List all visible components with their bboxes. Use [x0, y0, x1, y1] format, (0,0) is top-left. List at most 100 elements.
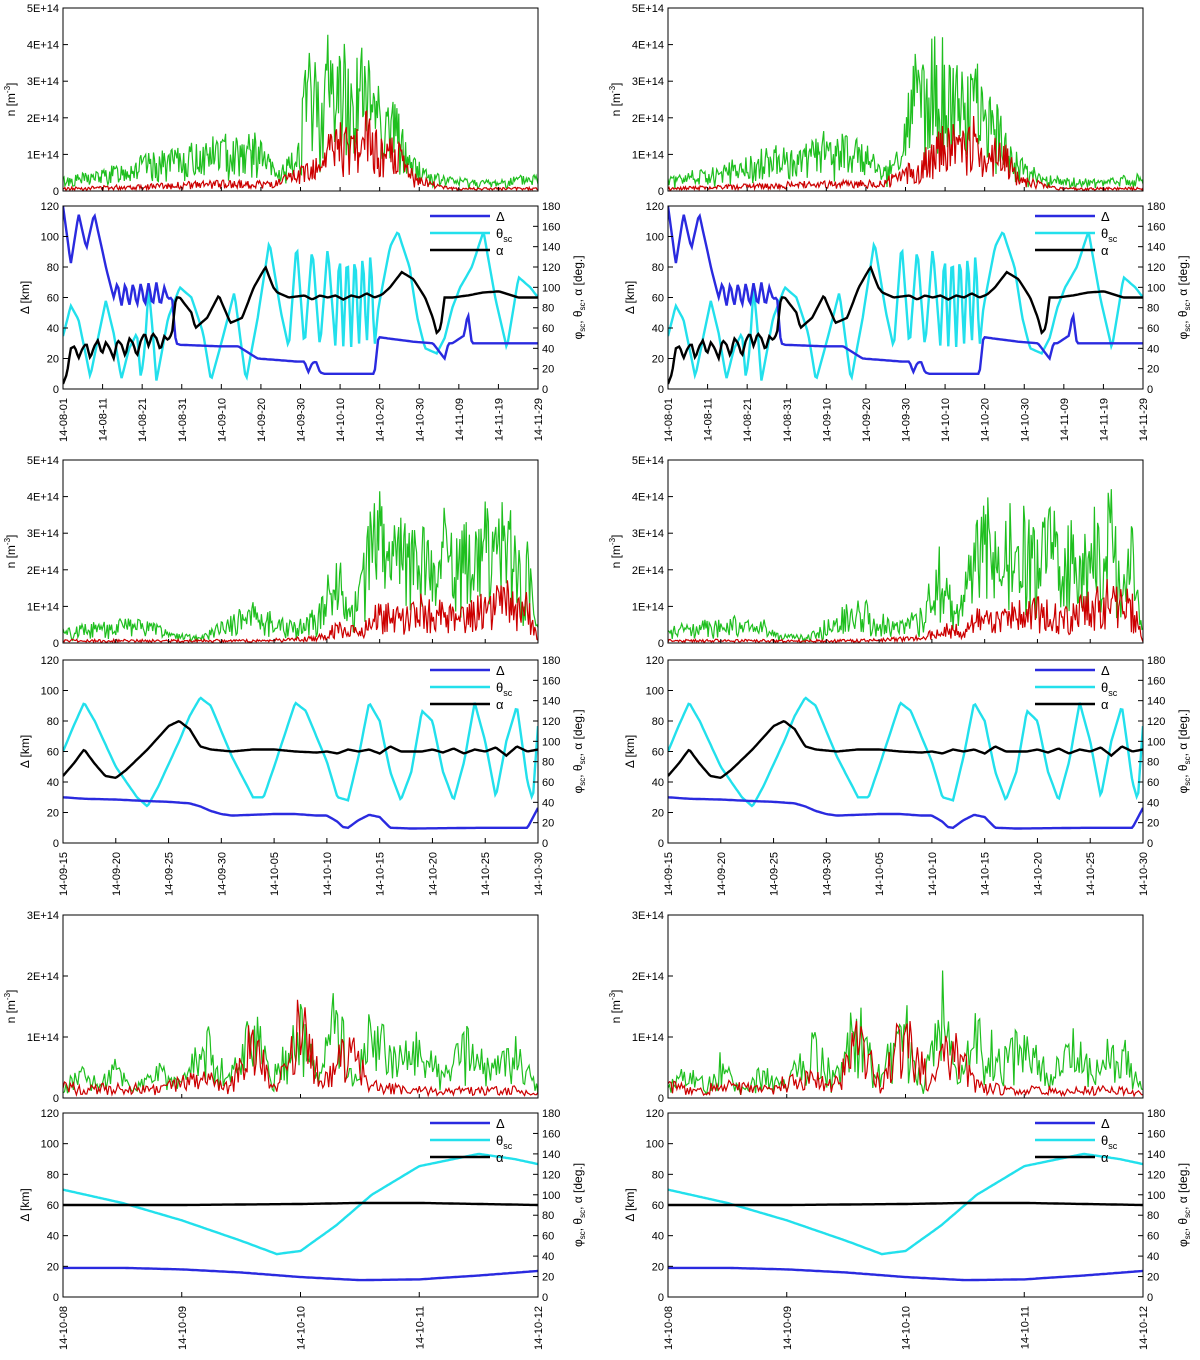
density-ytick-label: 1E+14 — [27, 149, 59, 161]
legend-label-text: θ — [496, 680, 503, 695]
xtick-label: 14-10-10 — [322, 852, 334, 896]
legend-label-theta_main: θsc — [496, 1133, 513, 1151]
xtick-label: 14-10-11 — [414, 1306, 426, 1349]
legend-label-sub: sc — [1108, 234, 1118, 244]
density-series-group — [63, 993, 538, 1098]
angle-ytick-label: 0 — [1147, 838, 1153, 850]
density-series-green — [63, 34, 538, 190]
legend-label-delta: Δ — [496, 1116, 505, 1131]
legend-label-delta: Δ — [1101, 209, 1110, 224]
xtick-label: 14-09-20 — [861, 398, 873, 442]
angle-ytick-label: 180 — [542, 201, 560, 213]
angle-ytick-label: 140 — [1147, 242, 1165, 254]
alpha-line — [63, 265, 538, 385]
angle-ytick-label: 20 — [1147, 818, 1159, 830]
density-ytick-label: 2E+14 — [632, 565, 664, 577]
density-series-red — [668, 1020, 1143, 1098]
legend-label-theta_main: θsc — [1101, 226, 1118, 244]
xtick-label: 14-09-20 — [256, 398, 268, 442]
legend-label-text: θ — [1101, 1133, 1108, 1148]
density-ytick-label: 0 — [658, 186, 664, 198]
xtick-label: 14-10-30 — [1138, 852, 1150, 896]
xtick-label: 14-09-15 — [58, 852, 70, 896]
xtick-label: 14-10-15 — [980, 852, 992, 896]
density-ytick-label: 4E+14 — [632, 492, 664, 504]
density-ytick-label: 2E+14 — [632, 971, 664, 983]
xtick-label: 14-10-15 — [375, 852, 387, 896]
geometry-series-group — [63, 206, 538, 385]
delta-ytick-label: 100 — [646, 1139, 664, 1151]
delta-line — [63, 796, 538, 830]
density-ytick-label: 1E+14 — [27, 1032, 59, 1044]
alpha-line — [63, 1201, 538, 1207]
xtick-label: 14-10-10 — [927, 852, 939, 896]
xtick-label: 14-10-10 — [335, 398, 347, 442]
density-ytick-label: 0 — [53, 1093, 59, 1105]
density-ytick-label: 5E+14 — [27, 455, 59, 467]
density-ytick-label: 2E+14 — [27, 565, 59, 577]
xtick-label: 14-10-20 — [375, 398, 387, 442]
angle-ytick-label: 160 — [542, 221, 560, 233]
density-ytick-label: 0 — [658, 1093, 664, 1105]
delta-ytick-label: 80 — [47, 262, 59, 274]
angle-ylabel-part: , α [deg.] — [1176, 1163, 1190, 1210]
geometry-series-group — [668, 1152, 1143, 1282]
angle-ytick-label: 160 — [1147, 1128, 1165, 1140]
angle-ylabel: φsc, θsc, α [deg.] — [571, 709, 587, 793]
angle-ylabel-part: sc — [578, 324, 587, 332]
angle-ylabel-part: φ — [571, 1239, 585, 1247]
angle-ylabel-part: sc — [578, 778, 587, 786]
delta-ylabel: Δ [km] — [623, 281, 637, 314]
delta-ylabel: Δ [km] — [18, 281, 32, 314]
delta-line — [668, 1266, 1143, 1282]
density-ytick-label: 2E+14 — [632, 113, 664, 125]
density-ylabel-close: ] — [4, 535, 18, 538]
density-series-red — [63, 109, 538, 191]
theta-line — [668, 231, 1143, 381]
angle-ytick-label: 80 — [1147, 1210, 1159, 1222]
density-ylabel: n [m-3] — [3, 535, 18, 569]
delta-ytick-label: 0 — [658, 1292, 664, 1304]
angle-ytick-label: 80 — [542, 303, 554, 315]
xtick-label: 14-10-08 — [663, 1306, 675, 1350]
angle-ylabel-part: , α [deg.] — [1176, 709, 1190, 756]
xtick-label: 14-10-12 — [1138, 1306, 1150, 1350]
density-axis-frame — [62, 459, 539, 644]
delta-ytick-label: 80 — [652, 716, 664, 728]
xtick-label: 14-10-30 — [1019, 398, 1031, 442]
density-ytick-label: 1E+14 — [27, 601, 59, 613]
delta-ytick-label: 20 — [47, 1261, 59, 1273]
density-ylabel-close: ] — [4, 990, 18, 993]
xtick-label: 14-11-29 — [1138, 398, 1150, 441]
angle-ylabel-part: , θ — [571, 764, 585, 778]
density-axis-frame — [667, 7, 1144, 192]
delta-ytick-label: 80 — [47, 1169, 59, 1181]
density-ylabel-main: n [m — [609, 1000, 623, 1023]
xtick-label: 14-08-01 — [663, 398, 675, 442]
angle-ylabel-part: , α [deg.] — [571, 1163, 585, 1210]
angle-ytick-label: 180 — [542, 655, 560, 667]
xtick-label: 14-08-21 — [742, 398, 754, 442]
delta-ytick-label: 60 — [47, 293, 59, 305]
angle-ytick-label: 100 — [1147, 736, 1165, 748]
delta-ytick-label: 60 — [652, 747, 664, 759]
xtick-label: 14-09-10 — [821, 398, 833, 442]
delta-ytick-label: 120 — [646, 1108, 664, 1120]
delta-ytick-label: 20 — [652, 354, 664, 366]
angle-ylabel-part: sc — [1183, 324, 1192, 332]
delta-ytick-label: 40 — [652, 1231, 664, 1243]
panel-bottom-left: 0 1E+14 2E+14 3E+14 n [m-3] 0 20 40 60 80 100 120 0 2… — [3, 910, 587, 1350]
angle-ylabel-part: sc — [1183, 756, 1192, 764]
alpha-line — [668, 1201, 1143, 1207]
density-series-group — [63, 491, 538, 643]
angle-ytick-label: 100 — [1147, 282, 1165, 294]
panel-top-left: 0 1E+14 2E+14 3E+14 4E+14 5E+14 n [m-3] 0 20 40 60… — [3, 3, 587, 442]
legend-label-alpha: α — [496, 243, 504, 258]
angle-ytick-label: 60 — [542, 323, 554, 335]
xtick-label: 14-10-10 — [901, 1306, 913, 1350]
angle-ytick-label: 100 — [1147, 1190, 1165, 1202]
alpha-line — [668, 720, 1143, 780]
density-series-red — [63, 580, 538, 643]
density-ylabel: n [m-3] — [3, 83, 18, 117]
delta-ytick-label: 40 — [47, 1231, 59, 1243]
